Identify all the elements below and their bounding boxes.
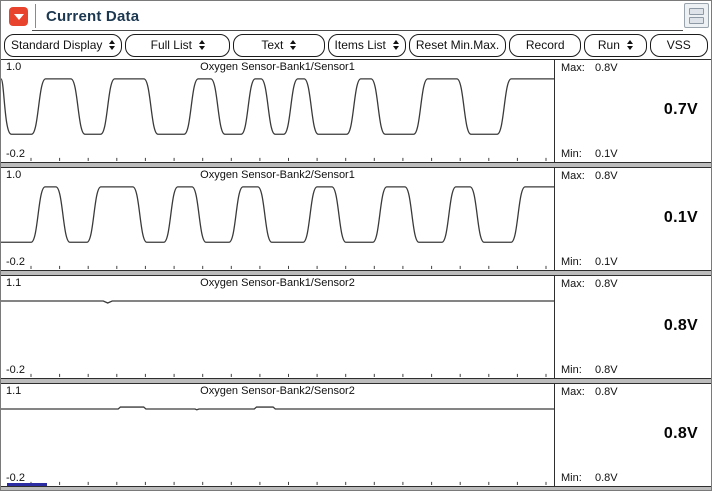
y-axis-bottom-label: -0.2 bbox=[6, 472, 25, 484]
window-bar-glyph bbox=[689, 16, 704, 24]
current-value: 0.8V bbox=[663, 317, 698, 335]
waveform-plot bbox=[1, 186, 554, 269]
bottom-strip bbox=[1, 486, 711, 490]
panel-info: Max: 0.8V 0.8V Min: 0.8V bbox=[554, 384, 711, 486]
y-axis-top-label: 1.0 bbox=[6, 61, 22, 73]
toolbar-button-vss[interactable]: VSS bbox=[649, 33, 708, 57]
selection-scrollbar-thumb[interactable] bbox=[7, 483, 47, 486]
chart-title: Oxygen Sensor-Bank1/Sensor1 bbox=[200, 61, 355, 73]
panel-splitter[interactable] bbox=[1, 378, 711, 384]
window-title: Current Data bbox=[46, 7, 140, 25]
reset-min-max-label: Reset Min.Max. bbox=[415, 38, 500, 52]
run-label: Run bbox=[597, 38, 620, 52]
chart-title: Oxygen Sensor-Bank1/Sensor2 bbox=[200, 277, 355, 289]
min-readout: Min: 0.1V bbox=[561, 148, 618, 160]
text-label: Text bbox=[261, 38, 284, 52]
updown-spinner-icon bbox=[626, 40, 633, 50]
toolbar-button-full-list[interactable]: Full List bbox=[125, 33, 231, 57]
panel-splitter[interactable] bbox=[1, 270, 711, 276]
max-readout: Max: 0.8V bbox=[561, 170, 618, 182]
toolbar-button-record[interactable]: Record bbox=[509, 33, 582, 57]
current-value: 0.8V bbox=[663, 425, 698, 443]
waveform-plot bbox=[1, 300, 554, 377]
panel-info: Max: 0.8V 0.8V Min: 0.8V bbox=[554, 276, 711, 378]
updown-spinner-icon bbox=[392, 40, 399, 50]
waveform-plot bbox=[1, 78, 554, 161]
updown-spinner-icon bbox=[109, 40, 116, 50]
panel-info: Max: 0.8V 0.1V Min: 0.1V bbox=[554, 168, 711, 270]
y-axis-top-label: 1.1 bbox=[6, 385, 22, 397]
titlebar-divider bbox=[35, 4, 36, 28]
panel-info: Max: 0.8V 0.7V Min: 0.1V bbox=[554, 60, 711, 162]
max-readout: Max: 0.8V bbox=[561, 62, 618, 74]
updown-spinner-icon bbox=[198, 40, 205, 50]
y-axis-top-label: 1.0 bbox=[6, 169, 22, 181]
waveform-area: 1.1 Oxygen Sensor-Bank2/Sensor2 -0.2 bbox=[1, 384, 554, 486]
y-axis-bottom-label: -0.2 bbox=[6, 256, 25, 268]
sensor-panels: 1.0 Oxygen Sensor-Bank1/Sensor1 -0.2 Max… bbox=[1, 59, 711, 490]
toolbar-button-reset-min-max[interactable]: Reset Min.Max. bbox=[408, 33, 507, 57]
toolbar-button-items-list[interactable]: Items List bbox=[327, 33, 406, 57]
record-label: Record bbox=[525, 38, 565, 52]
chart-title: Oxygen Sensor-Bank2/Sensor1 bbox=[200, 169, 355, 181]
title-bar: Current Data bbox=[1, 1, 711, 31]
down-triangle-glyph bbox=[13, 13, 24, 20]
y-axis-bottom-label: -0.2 bbox=[6, 364, 25, 376]
waveform-area: 1.0 Oxygen Sensor-Bank2/Sensor1 -0.2 bbox=[1, 168, 554, 270]
waveform-plot bbox=[1, 406, 554, 485]
waveform-area: 1.0 Oxygen Sensor-Bank1/Sensor1 -0.2 bbox=[1, 60, 554, 162]
items-list-label: Items List bbox=[334, 38, 386, 52]
y-axis-bottom-label: -0.2 bbox=[6, 148, 25, 160]
toolbar: Standard Display Full List Text Items Li… bbox=[1, 31, 711, 59]
waveform-area: 1.1 Oxygen Sensor-Bank1/Sensor2 -0.2 bbox=[1, 276, 554, 378]
sensor-panel-1[interactable]: 1.0 Oxygen Sensor-Bank1/Sensor1 -0.2 Max… bbox=[1, 60, 711, 162]
max-readout: Max: 0.8V bbox=[561, 386, 618, 398]
toolbar-button-text[interactable]: Text bbox=[233, 33, 325, 57]
y-axis-top-label: 1.1 bbox=[6, 277, 22, 289]
current-value: 0.7V bbox=[663, 101, 698, 119]
toolbar-button-standard-display[interactable]: Standard Display bbox=[4, 33, 123, 57]
stacked-windows-icon[interactable] bbox=[684, 3, 709, 28]
window-bar-glyph bbox=[689, 7, 704, 15]
toolbar-button-run[interactable]: Run bbox=[584, 33, 647, 57]
current-value: 0.1V bbox=[663, 209, 698, 227]
full-list-label: Full List bbox=[150, 38, 192, 52]
updown-spinner-icon bbox=[290, 40, 297, 50]
min-readout: Min: 0.8V bbox=[561, 364, 618, 376]
standard-display-label: Standard Display bbox=[11, 38, 103, 52]
sensor-panel-2[interactable]: 1.0 Oxygen Sensor-Bank2/Sensor1 -0.2 Max… bbox=[1, 168, 711, 270]
vss-label: VSS bbox=[666, 38, 691, 52]
red-dropdown-arrow-icon[interactable] bbox=[9, 6, 28, 26]
max-readout: Max: 0.8V bbox=[561, 278, 618, 290]
sensor-panel-4[interactable]: 1.1 Oxygen Sensor-Bank2/Sensor2 -0.2 Max… bbox=[1, 384, 711, 486]
min-readout: Min: 0.1V bbox=[561, 256, 618, 268]
min-readout: Min: 0.8V bbox=[561, 472, 618, 484]
panel-splitter[interactable] bbox=[1, 162, 711, 168]
sensor-panel-3[interactable]: 1.1 Oxygen Sensor-Bank1/Sensor2 -0.2 Max… bbox=[1, 276, 711, 378]
chart-title: Oxygen Sensor-Bank2/Sensor2 bbox=[200, 385, 355, 397]
